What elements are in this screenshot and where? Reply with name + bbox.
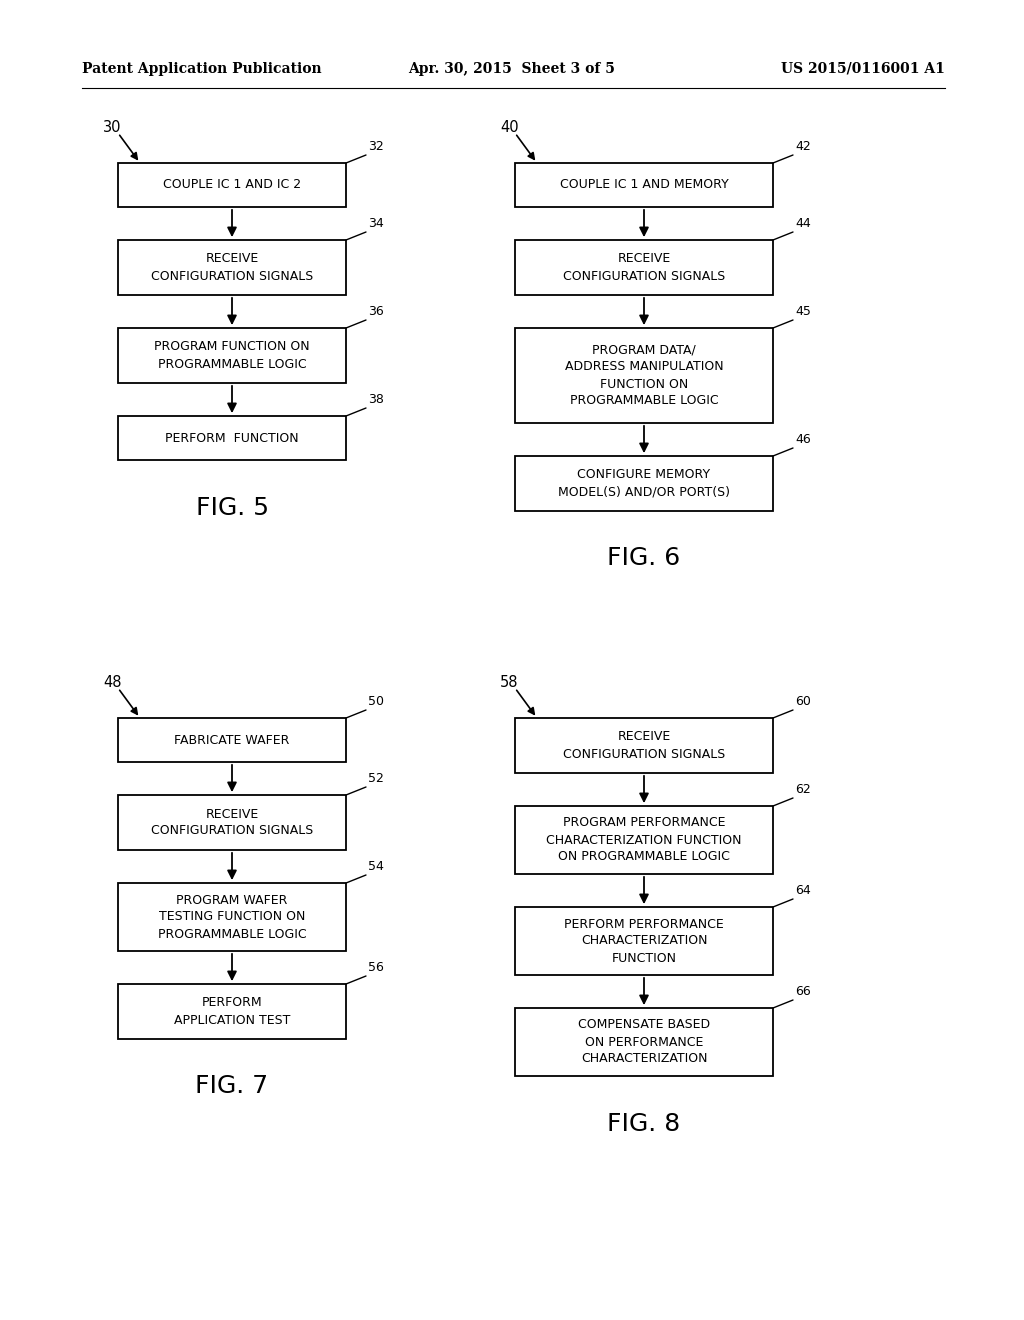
Bar: [515, 718, 773, 774]
Text: COMPENSATE BASED
ON PERFORMANCE
CHARACTERIZATION: COMPENSATE BASED ON PERFORMANCE CHARACTE…: [578, 1019, 710, 1065]
Bar: [515, 240, 773, 294]
Text: 52: 52: [368, 772, 384, 785]
Text: 32: 32: [368, 140, 384, 153]
Text: PROGRAM FUNCTION ON
PROGRAMMABLE LOGIC: PROGRAM FUNCTION ON PROGRAMMABLE LOGIC: [155, 341, 310, 371]
Text: 64: 64: [795, 884, 811, 898]
Text: PROGRAM DATA/
ADDRESS MANIPULATION
FUNCTION ON
PROGRAMMABLE LOGIC: PROGRAM DATA/ ADDRESS MANIPULATION FUNCT…: [564, 343, 723, 408]
Bar: [118, 883, 346, 950]
Bar: [515, 455, 773, 511]
Text: COUPLE IC 1 AND MEMORY: COUPLE IC 1 AND MEMORY: [560, 178, 728, 191]
Text: Apr. 30, 2015  Sheet 3 of 5: Apr. 30, 2015 Sheet 3 of 5: [409, 62, 615, 77]
Text: RECEIVE
CONFIGURATION SIGNALS: RECEIVE CONFIGURATION SIGNALS: [151, 808, 313, 837]
Text: 38: 38: [368, 393, 384, 407]
Text: 48: 48: [103, 675, 122, 690]
Text: PROGRAM WAFER
TESTING FUNCTION ON
PROGRAMMABLE LOGIC: PROGRAM WAFER TESTING FUNCTION ON PROGRA…: [158, 894, 306, 940]
Text: FIG. 5: FIG. 5: [196, 496, 268, 520]
Text: FIG. 7: FIG. 7: [196, 1074, 268, 1098]
Text: FABRICATE WAFER: FABRICATE WAFER: [174, 734, 290, 747]
Bar: [118, 162, 346, 207]
Text: 62: 62: [795, 783, 811, 796]
Bar: [515, 1008, 773, 1076]
Text: RECEIVE
CONFIGURATION SIGNALS: RECEIVE CONFIGURATION SIGNALS: [563, 730, 725, 760]
Text: PERFORM  FUNCTION: PERFORM FUNCTION: [165, 432, 299, 445]
Text: 60: 60: [795, 696, 811, 708]
Bar: [515, 907, 773, 975]
Text: FIG. 8: FIG. 8: [607, 1111, 681, 1137]
Text: COUPLE IC 1 AND IC 2: COUPLE IC 1 AND IC 2: [163, 178, 301, 191]
Bar: [515, 162, 773, 207]
Text: 30: 30: [103, 120, 122, 135]
Text: 36: 36: [368, 305, 384, 318]
Text: 34: 34: [368, 216, 384, 230]
Text: 40: 40: [500, 120, 518, 135]
Text: FIG. 6: FIG. 6: [607, 546, 681, 570]
Text: US 2015/0116001 A1: US 2015/0116001 A1: [781, 62, 945, 77]
Text: RECEIVE
CONFIGURATION SIGNALS: RECEIVE CONFIGURATION SIGNALS: [563, 252, 725, 282]
Bar: [118, 327, 346, 383]
Text: Patent Application Publication: Patent Application Publication: [82, 62, 322, 77]
Bar: [515, 327, 773, 422]
Bar: [118, 240, 346, 294]
Bar: [118, 718, 346, 762]
Text: 58: 58: [500, 675, 518, 690]
Text: 44: 44: [795, 216, 811, 230]
Text: 42: 42: [795, 140, 811, 153]
Bar: [118, 416, 346, 459]
Bar: [515, 807, 773, 874]
Text: CONFIGURE MEMORY
MODEL(S) AND/OR PORT(S): CONFIGURE MEMORY MODEL(S) AND/OR PORT(S): [558, 469, 730, 499]
Text: RECEIVE
CONFIGURATION SIGNALS: RECEIVE CONFIGURATION SIGNALS: [151, 252, 313, 282]
Text: 66: 66: [795, 985, 811, 998]
Text: 54: 54: [368, 861, 384, 873]
Text: PERFORM PERFORMANCE
CHARACTERIZATION
FUNCTION: PERFORM PERFORMANCE CHARACTERIZATION FUN…: [564, 917, 724, 965]
Text: 45: 45: [795, 305, 811, 318]
Text: PERFORM
APPLICATION TEST: PERFORM APPLICATION TEST: [174, 997, 290, 1027]
Text: 46: 46: [795, 433, 811, 446]
Bar: [118, 795, 346, 850]
Text: 50: 50: [368, 696, 384, 708]
Text: PROGRAM PERFORMANCE
CHARACTERIZATION FUNCTION
ON PROGRAMMABLE LOGIC: PROGRAM PERFORMANCE CHARACTERIZATION FUN…: [546, 817, 741, 863]
Text: 56: 56: [368, 961, 384, 974]
Bar: [118, 983, 346, 1039]
